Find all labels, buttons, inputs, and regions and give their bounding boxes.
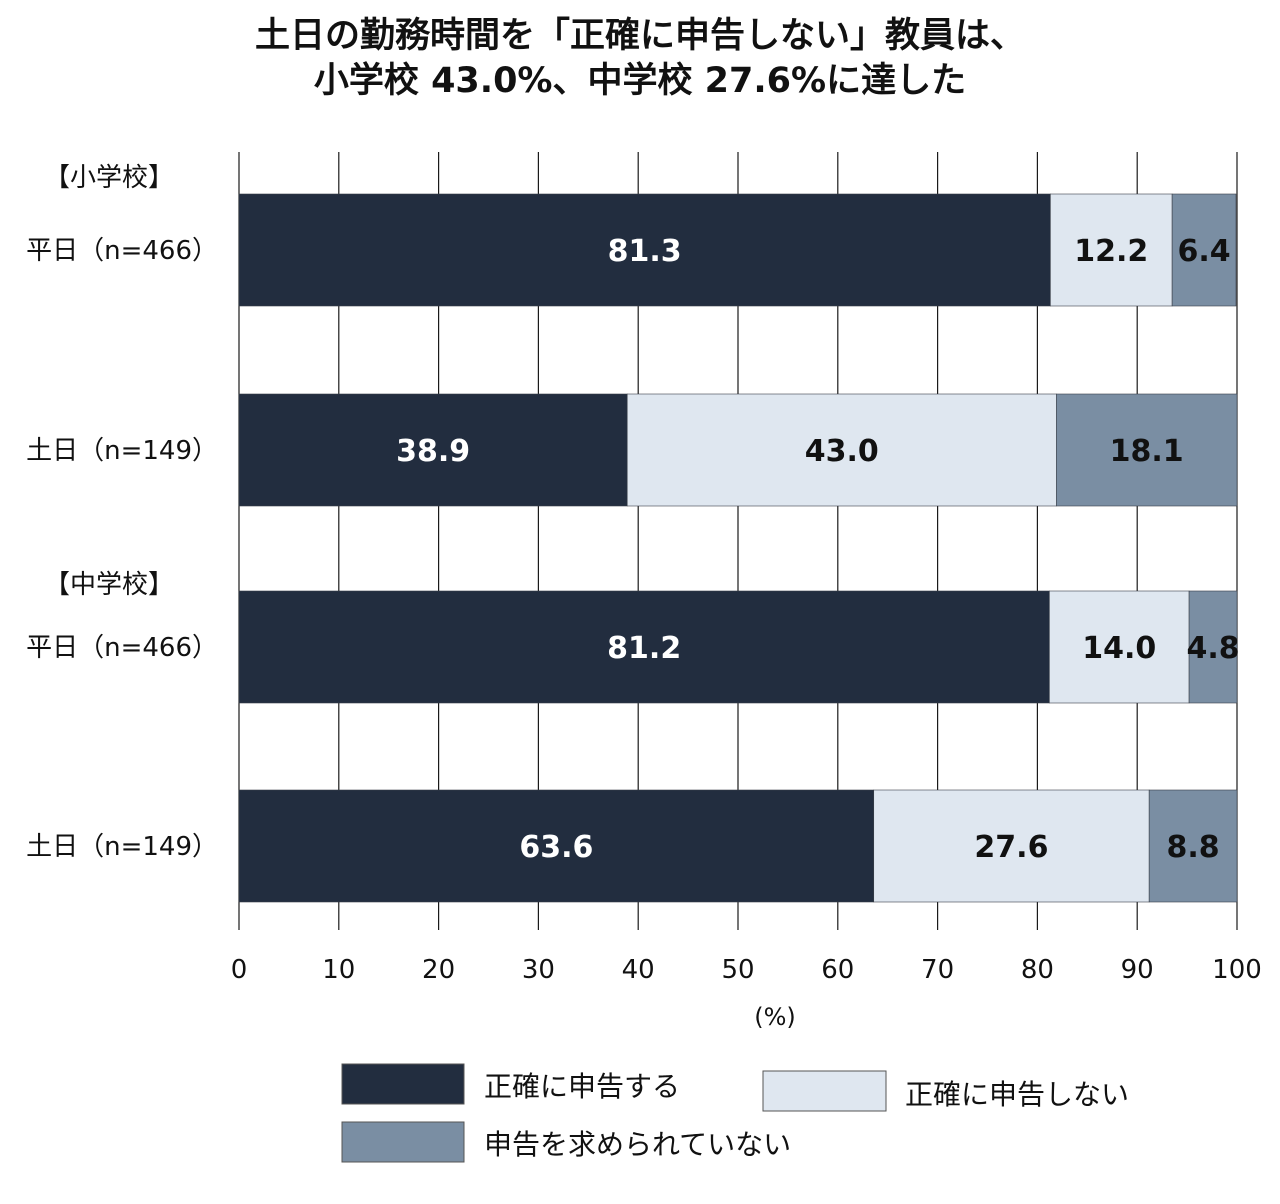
bar-segment	[238, 393, 628, 507]
x-tick-label: 10	[322, 955, 355, 985]
bar-segment	[238, 193, 1051, 307]
legend-swatch	[341, 1121, 465, 1163]
data-label: 18.1	[1110, 434, 1184, 469]
legend-swatch	[341, 1063, 465, 1105]
x-tick-label: 70	[921, 955, 954, 985]
x-tick-label: 80	[1021, 955, 1054, 985]
bar-segment	[1188, 590, 1238, 704]
data-label: 8.8	[1167, 830, 1220, 865]
bars	[238, 193, 1238, 903]
labels: 【小学校】平日（n=466） 81.3 12.2 6.4 土日（n=149） 38.9 43…	[26, 163, 1240, 865]
chart-title-line1: 土日の勤務時間を「正確に申告しない」教員は、	[255, 16, 1025, 56]
bar-segment	[873, 789, 1150, 903]
group-label: 【中学校】	[44, 570, 174, 600]
x-tick-label: 30	[522, 955, 555, 985]
x-tick-label: 40	[622, 955, 655, 985]
row-label: 平日（n=466）	[26, 236, 218, 266]
x-tick-label: 100	[1212, 955, 1262, 985]
bar-segment	[1056, 393, 1238, 507]
x-tick-label: 60	[821, 955, 854, 985]
data-label: 38.9	[396, 434, 470, 469]
legend-label: 正確に申告する	[484, 1070, 680, 1103]
data-label: 81.3	[608, 234, 682, 269]
data-label: 4.8	[1186, 631, 1239, 666]
data-label: 81.2	[607, 631, 681, 666]
data-label: 12.2	[1074, 234, 1148, 269]
row-label: 土日（n=149）	[26, 832, 218, 862]
x-tick-label: 90	[1121, 955, 1154, 985]
group-label: 【小学校】	[44, 163, 174, 193]
data-label: 6.4	[1177, 234, 1230, 269]
x-tick-label: 0	[231, 955, 248, 985]
legend-label: 正確に申告しない	[905, 1078, 1129, 1111]
bar-segment	[626, 393, 1057, 507]
chart-title-line2: 小学校 43.0%、中学校 27.6%に達した	[314, 60, 966, 101]
bar-segment	[1171, 193, 1237, 307]
bar-segment	[238, 590, 1050, 704]
row-label: 平日（n=466）	[26, 633, 218, 663]
data-label: 27.6	[974, 830, 1048, 865]
bar-segment	[1050, 193, 1173, 307]
data-label: 14.0	[1082, 631, 1156, 666]
bar-segment	[1148, 789, 1238, 903]
x-axis-unit-label: (%)	[754, 1003, 796, 1031]
data-label: 43.0	[805, 434, 879, 469]
legend-swatch	[762, 1070, 887, 1112]
x-tick-label: 20	[422, 955, 455, 985]
row-label: 土日（n=149）	[26, 436, 218, 466]
data-label: 63.6	[519, 830, 593, 865]
x-tick-label: 50	[721, 955, 754, 985]
bar-segment	[238, 789, 875, 903]
x-axis: 0 10 20 30 40 50 60 70 80 90 100	[231, 955, 1262, 985]
legend-label: 申告を求められていない	[484, 1128, 791, 1161]
